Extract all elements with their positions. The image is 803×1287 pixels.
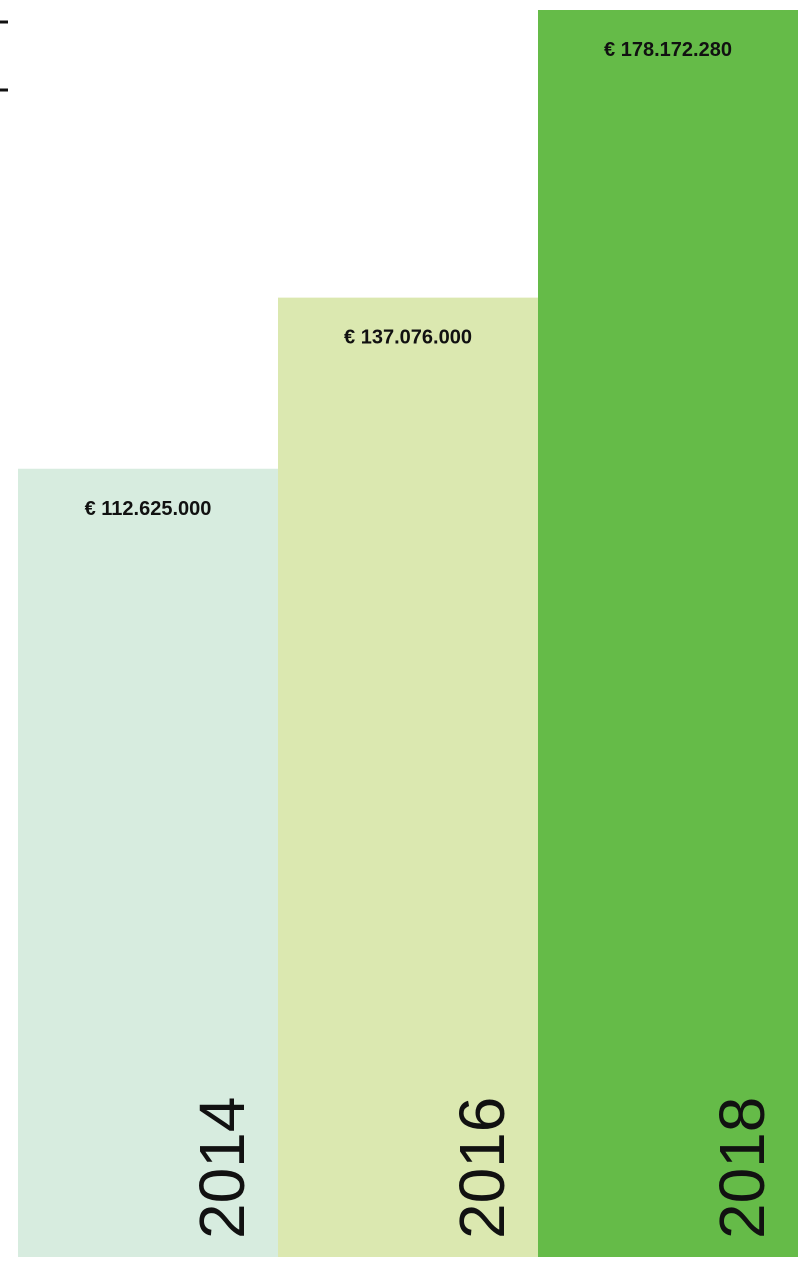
bar [538, 10, 798, 1257]
bar [18, 468, 278, 1257]
category-label: 2014 [186, 1097, 258, 1239]
category-label: 2016 [446, 1097, 518, 1239]
bar [278, 297, 538, 1257]
category-label: 2018 [706, 1097, 778, 1239]
value-label: € 112.625.000 [85, 498, 212, 520]
value-label: € 137.076.000 [344, 327, 472, 349]
value-label: € 178.172.280 [604, 39, 732, 61]
